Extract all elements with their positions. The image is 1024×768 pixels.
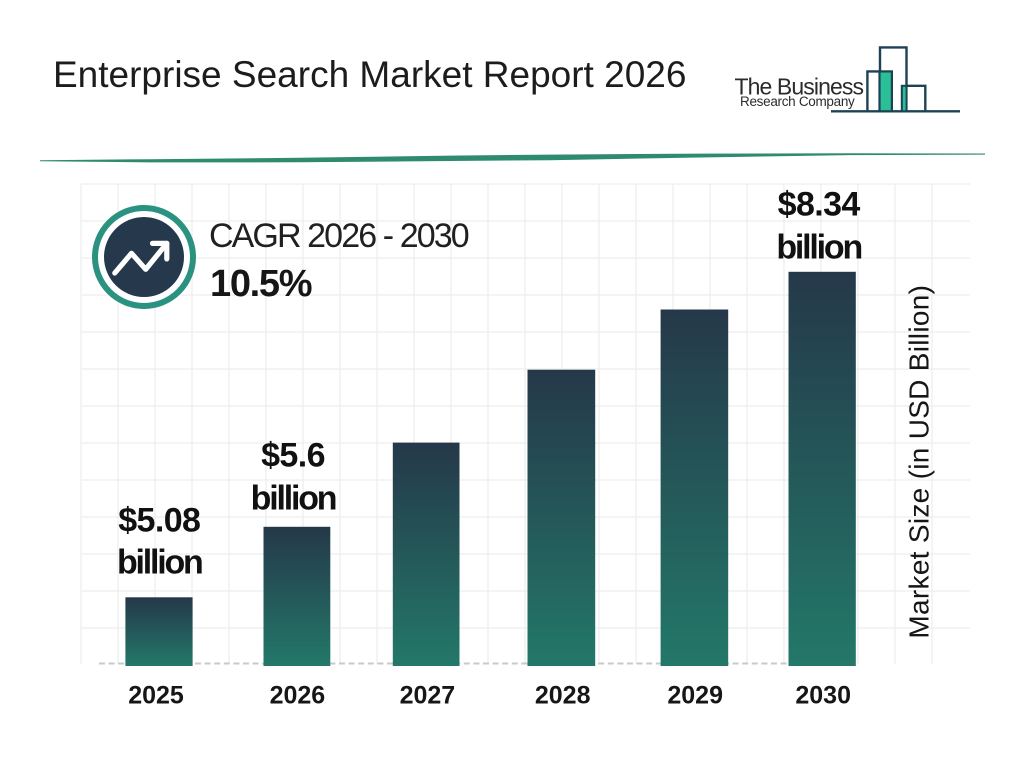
svg-text:10.5%: 10.5%: [210, 263, 312, 305]
svg-text:$5.6: $5.6: [261, 437, 325, 475]
svg-text:billion: billion: [776, 229, 861, 267]
svg-text:$8.34: $8.34: [778, 186, 861, 224]
svg-text:Enterprise Search Market Repor: Enterprise Search Market Report 2026: [53, 54, 686, 95]
svg-text:2030: 2030: [795, 682, 851, 710]
svg-text:CAGR 2026 - 2030: CAGR 2026 - 2030: [209, 217, 469, 255]
svg-text:Market Size (in USD Billion): Market Size (in USD Billion): [903, 285, 934, 639]
svg-text:$5.08: $5.08: [118, 502, 200, 540]
svg-text:The Business: The Business: [735, 74, 864, 100]
svg-text:2029: 2029: [667, 682, 723, 710]
svg-text:2026: 2026: [270, 682, 326, 710]
svg-text:Research Company: Research Company: [740, 94, 855, 109]
svg-text:billion: billion: [251, 480, 336, 518]
svg-text:billion: billion: [117, 544, 202, 582]
svg-text:2025: 2025: [128, 682, 184, 710]
svg-text:2027: 2027: [400, 682, 456, 710]
svg-text:2028: 2028: [535, 682, 591, 710]
